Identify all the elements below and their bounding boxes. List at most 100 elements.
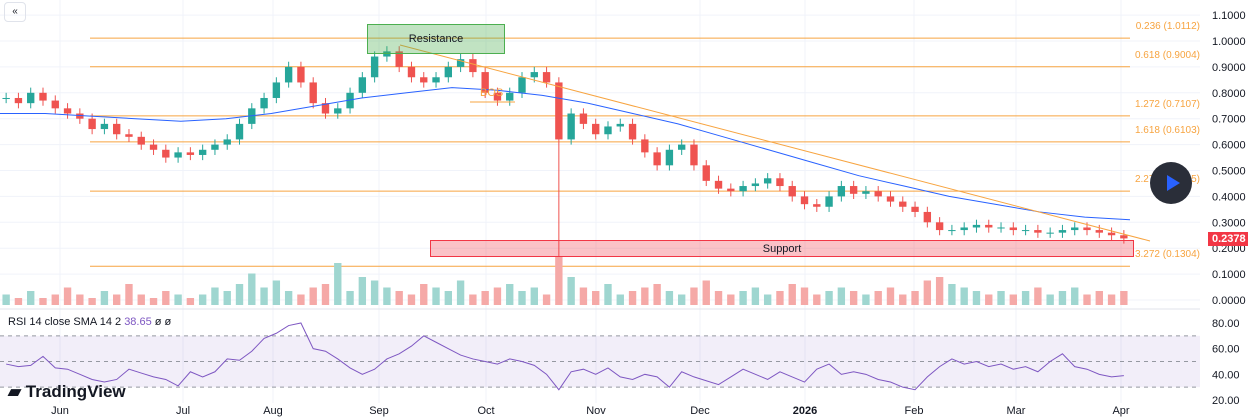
volume-bar — [420, 284, 428, 305]
volume-bar — [88, 298, 96, 305]
collapse-button[interactable]: « — [4, 2, 26, 22]
candle-body — [800, 196, 809, 205]
volume-bar — [678, 294, 686, 305]
candle-body — [776, 178, 784, 187]
candle-body — [813, 204, 821, 207]
volume-bar — [370, 280, 379, 305]
support-zone: Support — [430, 240, 1134, 257]
candle-body — [690, 144, 698, 166]
volume-bar — [1009, 294, 1017, 305]
volume-bar — [76, 294, 84, 305]
volume-bar — [948, 284, 956, 305]
volume-bar — [800, 287, 809, 305]
volume-bar — [788, 284, 796, 305]
candle-body — [309, 82, 317, 104]
candle-body — [788, 186, 796, 197]
candle-body — [297, 66, 305, 83]
candle-body — [481, 72, 489, 93]
candle-body — [198, 149, 207, 155]
candle-body — [284, 66, 293, 83]
candle-body — [665, 149, 674, 166]
candle-body — [186, 152, 195, 155]
candle-body — [886, 196, 895, 202]
volume-bar — [149, 298, 158, 305]
tradingview-logo: ▰ TradingView — [8, 382, 126, 401]
y-tick-label: 0.6000 — [1212, 140, 1246, 152]
logo-text: TradingView — [25, 382, 126, 401]
volume-bar — [469, 294, 477, 305]
volume-bar — [653, 284, 661, 305]
candle-body — [407, 66, 416, 78]
volume-bar — [223, 291, 231, 305]
volume-bar — [849, 291, 858, 305]
candle-body — [51, 100, 59, 109]
y-tick-label: 0.0000 — [1212, 295, 1246, 307]
volume-bar — [297, 294, 305, 305]
volume-bar — [162, 291, 170, 305]
volume-bar — [321, 284, 330, 305]
volume-bar — [358, 277, 367, 305]
volume-bar — [702, 280, 710, 305]
volume-bar — [542, 294, 551, 305]
volume-bar — [1071, 287, 1079, 305]
volume-bar — [690, 287, 698, 305]
rsi-tick-label: 60.00 — [1212, 344, 1240, 356]
candle-body — [935, 222, 944, 231]
rsi-value: 38.65 — [124, 316, 152, 328]
rsi-tick-label: 20.00 — [1212, 395, 1240, 407]
candle-body — [899, 201, 907, 207]
candle-body — [137, 136, 145, 145]
volume-bar — [137, 294, 145, 305]
candle-body — [334, 108, 342, 114]
volume-bar — [579, 287, 588, 305]
candle-body — [1021, 230, 1030, 232]
fib-label: 0.618 (0.9004) — [1135, 50, 1200, 61]
play-button[interactable] — [1150, 162, 1192, 204]
volume-bar — [63, 287, 72, 305]
candle-body — [653, 152, 661, 166]
candle-body — [641, 139, 649, 153]
candle-body — [948, 230, 956, 232]
volume-bar — [616, 294, 624, 305]
candle-body — [174, 152, 182, 158]
volume-bar — [739, 291, 747, 305]
volume-bar — [481, 291, 489, 305]
candle-body — [911, 206, 919, 212]
candle-body — [39, 92, 47, 101]
volume-bar — [960, 287, 968, 305]
volume-bar — [997, 291, 1005, 305]
fib-label: 0.236 (1.0112) — [1136, 21, 1200, 32]
candle-body — [149, 144, 158, 150]
candle-body — [849, 186, 858, 194]
bos-label: BOS — [480, 87, 504, 99]
x-tick-label: Apr — [1112, 405, 1129, 417]
y-tick-label: 0.9000 — [1212, 62, 1246, 74]
x-tick-label: Feb — [905, 405, 924, 417]
volume-bar — [1107, 294, 1116, 305]
last-price-tag: 0.2378 — [1208, 232, 1248, 246]
candle-body — [1095, 230, 1103, 233]
candle-body — [493, 92, 502, 101]
volume-bar — [27, 291, 35, 305]
x-tick-label: Sep — [369, 405, 389, 417]
volume-bar — [641, 287, 649, 305]
candle-body — [714, 180, 723, 189]
volume-bar — [51, 294, 59, 305]
volume-bar — [100, 291, 109, 305]
volume-bar — [334, 263, 342, 305]
candle-body — [113, 123, 121, 135]
volume-bar — [395, 291, 403, 305]
candle-body — [76, 113, 84, 119]
candle-body — [862, 191, 870, 194]
volume-bar — [14, 298, 23, 305]
candle-body — [14, 97, 23, 104]
volume-bar — [862, 294, 870, 305]
volume-bar — [911, 291, 919, 305]
volume-bar — [186, 298, 195, 305]
volume-bar — [751, 287, 760, 305]
candle-body — [739, 186, 747, 192]
volume-bar — [604, 284, 612, 305]
y-tick-label: 0.3000 — [1212, 217, 1246, 229]
candle-body — [1046, 232, 1054, 234]
